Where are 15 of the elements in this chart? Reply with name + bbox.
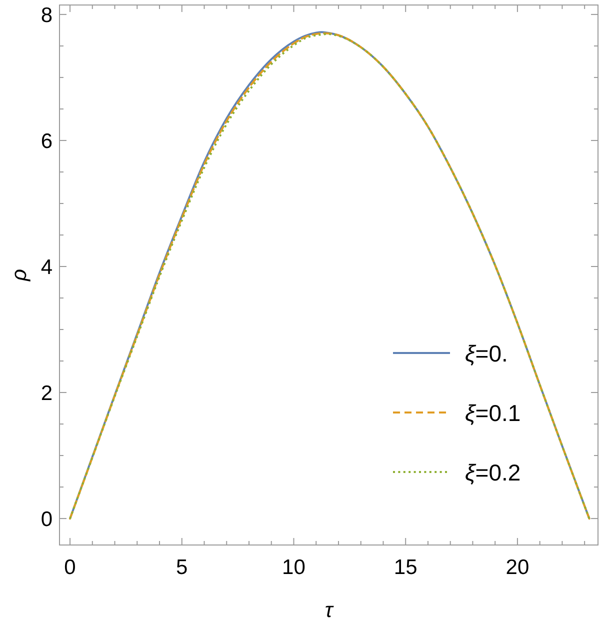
- y-tick-label: 2: [40, 382, 52, 406]
- legend-label: ξ=0.: [465, 340, 508, 366]
- legend-label: ξ=0.1: [465, 400, 521, 426]
- x-tick-label: 20: [506, 556, 530, 579]
- x-tick-label: 15: [394, 556, 418, 579]
- legend-label: ξ=0.2: [465, 459, 521, 486]
- y-tick-label: 4: [40, 256, 53, 280]
- x-tick-label: 10: [282, 556, 306, 579]
- y-axis-title: ρ: [8, 268, 31, 282]
- y-tick-label: 6: [40, 130, 52, 154]
- x-tick-label: 5: [176, 556, 188, 579]
- x-axis-title: τ: [324, 599, 334, 622]
- y-tick-label: 0: [40, 508, 52, 532]
- x-tick-label: 0: [64, 556, 76, 579]
- y-tick-label: 8: [40, 4, 52, 28]
